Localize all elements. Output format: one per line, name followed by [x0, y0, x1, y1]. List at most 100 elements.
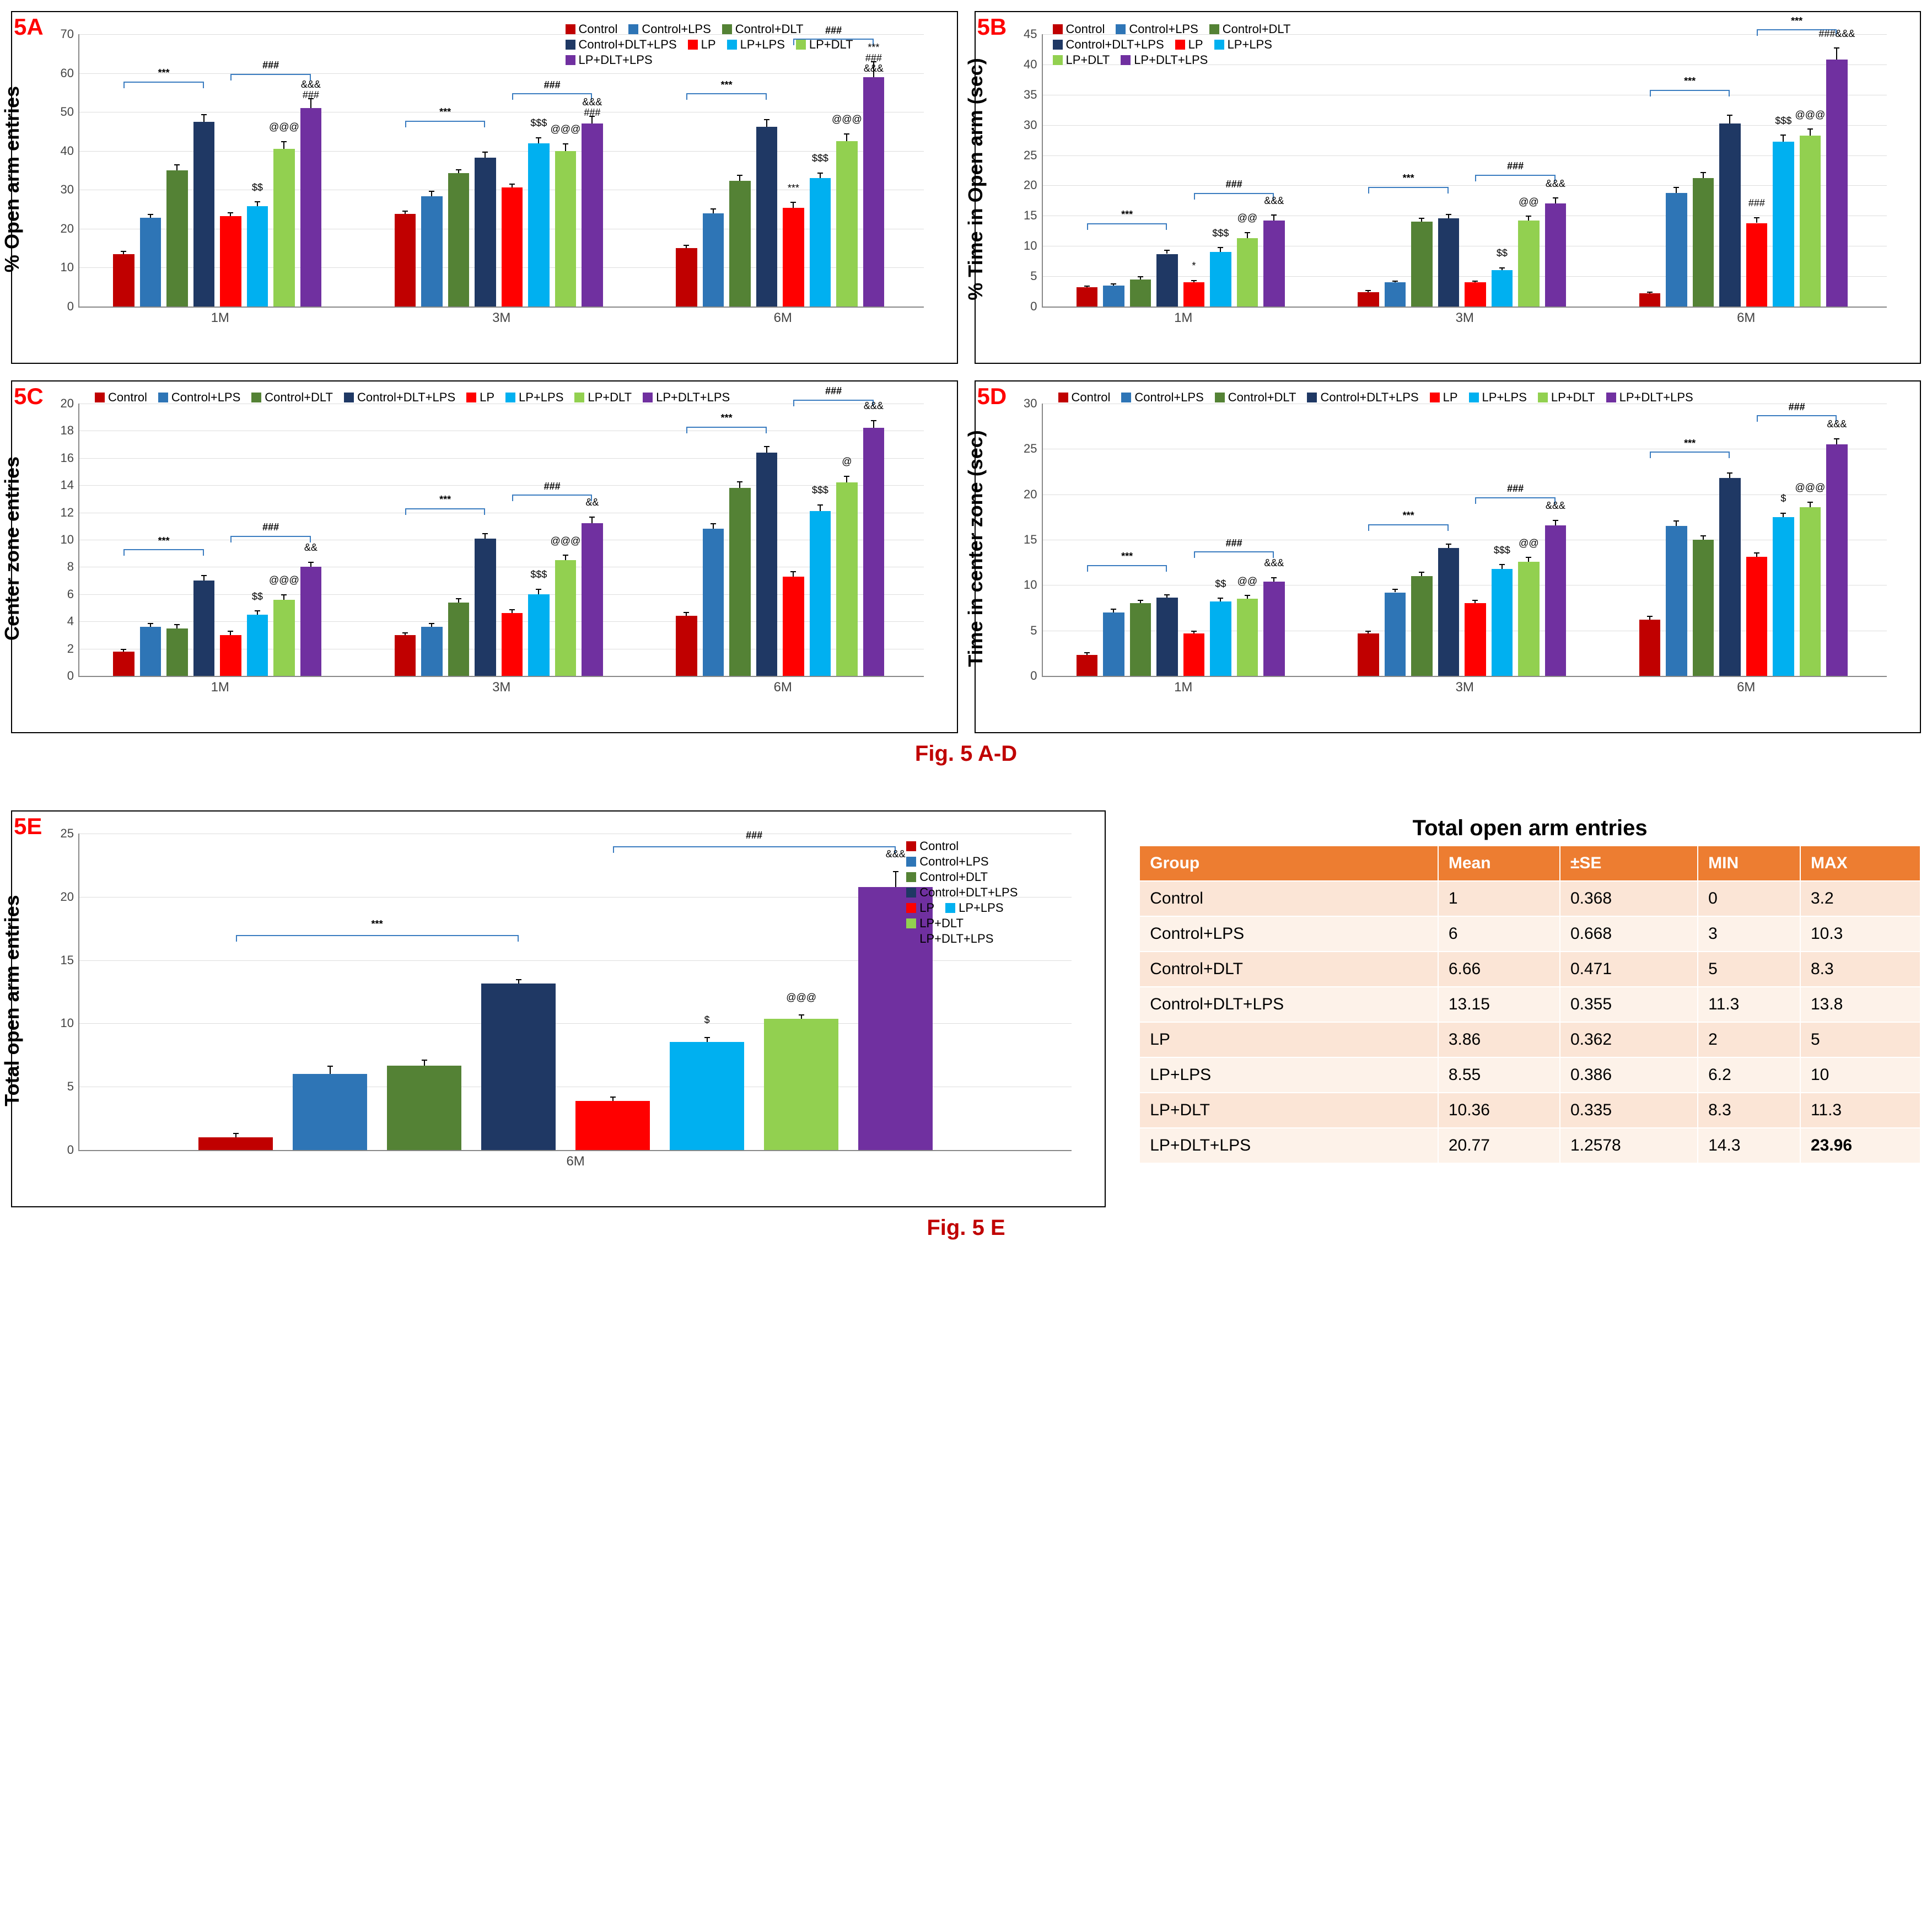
- legend-label: Control+DLT: [1223, 22, 1291, 36]
- y-tick: 0: [1030, 299, 1037, 314]
- y-tick: 5: [67, 1079, 74, 1094]
- y-tick: 30: [1024, 118, 1037, 132]
- bar: [836, 482, 857, 676]
- panel-label-5D: 5D: [977, 383, 1007, 410]
- plot-area: 0102030405060701M***###$$@@@&&&###3M***#…: [78, 34, 924, 308]
- y-tick: 25: [1024, 442, 1037, 456]
- legend-item: Control+LPS: [628, 22, 711, 36]
- bar: [300, 567, 321, 676]
- bar: [1358, 633, 1379, 676]
- bar: [756, 453, 777, 676]
- table-cell: 13.8: [1800, 987, 1920, 1022]
- y-tick: 60: [61, 66, 74, 80]
- legend-label: Control+DLT: [919, 870, 988, 884]
- panel-5D-wrap: 5D Time in center zone (sec)051015202530…: [975, 380, 1922, 733]
- legend-item: Control: [1053, 22, 1105, 36]
- y-tick: 0: [1030, 669, 1037, 683]
- legend-label: LP+DLT: [1551, 390, 1595, 405]
- bar: [387, 1066, 461, 1150]
- bar: [676, 616, 697, 676]
- legend-item: Control+DLT+LPS: [1307, 390, 1418, 405]
- bar: [1826, 444, 1847, 676]
- bar: [1438, 218, 1459, 307]
- legend-label: LP+LPS: [1482, 390, 1527, 405]
- legend-label: LP+DLT: [1066, 53, 1110, 67]
- bar: [1183, 282, 1204, 307]
- y-tick: 10: [1024, 578, 1037, 592]
- legend-label: LP+DLT+LPS: [656, 390, 730, 405]
- legend-label: LP+DLT: [809, 37, 853, 52]
- table-row: LP3.860.36225: [1139, 1022, 1920, 1057]
- table-cell: 10.36: [1438, 1093, 1560, 1128]
- legend-item: Control+LPS: [906, 855, 988, 869]
- bar: [729, 488, 750, 676]
- table-row: Control+LPS60.668310.3: [1139, 916, 1920, 952]
- y-tick: 0: [67, 669, 74, 683]
- bar: [1156, 254, 1177, 307]
- legend-label: Control+LPS: [919, 855, 988, 869]
- legend-swatch: [466, 393, 476, 402]
- y-tick: 20: [61, 890, 74, 904]
- legend-label: LP+DLT: [919, 916, 964, 931]
- y-tick: 10: [61, 1016, 74, 1030]
- legend-label: Control+LPS: [1134, 390, 1203, 405]
- table-cell: 10: [1800, 1057, 1920, 1093]
- table-cell: 8.55: [1438, 1057, 1560, 1093]
- bar: [273, 149, 294, 307]
- bar: [140, 627, 161, 676]
- table-cell: LP+LPS: [1139, 1057, 1438, 1093]
- bar: [575, 1101, 650, 1150]
- bar: [1693, 178, 1714, 307]
- legend-item: LP: [1430, 390, 1458, 405]
- bar: [247, 615, 268, 676]
- table-cell: 0: [1698, 881, 1800, 916]
- legend-item: Control: [1058, 390, 1111, 405]
- bar: [1719, 123, 1740, 307]
- legend-item: LP+DLT+LPS: [906, 932, 993, 946]
- y-tick: 5: [1030, 269, 1037, 283]
- x-tick: 1M: [1174, 680, 1192, 695]
- legend-swatch: [344, 393, 354, 402]
- bar: [166, 170, 187, 307]
- bar: [1465, 603, 1486, 676]
- bar: [1746, 557, 1767, 676]
- table-cell: 13.15: [1438, 987, 1560, 1022]
- legend-item: LP+DLT+LPS: [1606, 390, 1693, 405]
- x-tick: 6M: [1737, 310, 1755, 326]
- bar: [502, 613, 523, 676]
- legend-label: LP+DLT+LPS: [919, 932, 993, 946]
- table-header-cell: MAX: [1800, 846, 1920, 881]
- bar: [676, 248, 697, 307]
- legend-item: LP+DLT+LPS: [643, 390, 730, 405]
- legend-item: LP: [688, 37, 716, 52]
- bar: [1130, 603, 1151, 676]
- legend-swatch: [1058, 393, 1068, 402]
- bar: [1210, 252, 1231, 307]
- bar: [300, 108, 321, 307]
- bar: [1263, 582, 1284, 676]
- legend-item: LP+LPS: [945, 901, 1003, 915]
- bar: [1492, 270, 1513, 307]
- x-tick: 6M: [774, 310, 792, 326]
- table-cell: Control+LPS: [1139, 916, 1438, 952]
- bar: [395, 635, 416, 676]
- legend-label: Control: [579, 22, 618, 36]
- bar: [783, 577, 804, 676]
- legend-item: Control+LPS: [158, 390, 240, 405]
- table-row: LP+DLT10.360.3358.311.3: [1139, 1093, 1920, 1128]
- legend-swatch: [906, 903, 916, 913]
- table-row: Control+DLT+LPS13.150.35511.313.8: [1139, 987, 1920, 1022]
- table-cell: 1.2578: [1560, 1128, 1698, 1163]
- table-header-cell: Group: [1139, 846, 1438, 881]
- bar: [193, 581, 214, 676]
- legend-item: Control+DLT+LPS: [906, 885, 1018, 900]
- legend-swatch: [1116, 24, 1126, 34]
- legend-swatch: [1538, 393, 1548, 402]
- bar: [1411, 576, 1432, 676]
- bar: [1639, 620, 1660, 676]
- bar: [113, 254, 134, 307]
- legend-swatch: [95, 393, 105, 402]
- y-tick: 30: [1024, 396, 1037, 411]
- bar: [1130, 280, 1151, 307]
- bar: [863, 428, 884, 676]
